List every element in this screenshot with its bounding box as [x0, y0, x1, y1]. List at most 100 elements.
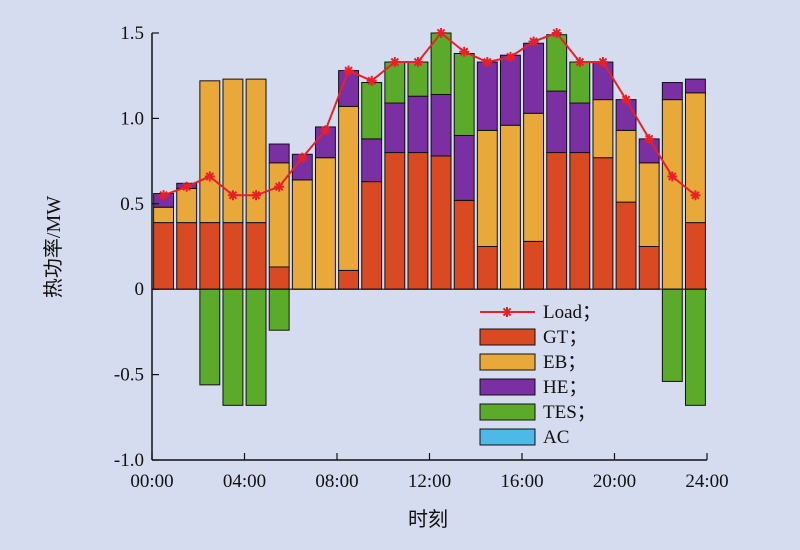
load-point-5-stroke	[274, 182, 284, 191]
bar-tes-9	[361, 82, 383, 140]
bar-he-15	[499, 54, 521, 126]
bar-gt-16	[523, 240, 545, 290]
legend: Load； GT； EB； HE； TES； AC	[479, 302, 601, 448]
load-point-17-stroke	[552, 28, 561, 38]
bar-tes-18	[569, 61, 591, 104]
bar-eb-8	[338, 105, 360, 271]
load-point-1-stroke	[182, 182, 191, 191]
load-point-3-stroke	[228, 191, 238, 200]
x-tick-label: 04:00	[223, 471, 266, 492]
tick-labels: 1.5 1.0 0.5 0 -0.5 -1.000:00 04:00 08:00 12:00 16…	[114, 23, 729, 492]
load-point-17	[551, 28, 562, 38]
legend-item-tes: TES；	[479, 402, 596, 423]
legend-item-he: HE；	[479, 377, 587, 398]
bar-tes-11	[407, 61, 429, 97]
bar-he-14	[476, 61, 498, 131]
bar-eb-6	[291, 179, 313, 290]
bar-he-13	[453, 134, 475, 201]
load-point-20-stroke	[621, 95, 631, 104]
bar-he-18	[569, 102, 591, 154]
load-point-22-stroke	[668, 172, 677, 181]
load-point-21	[644, 133, 655, 144]
bar-gt-19	[592, 157, 614, 290]
load-point-10-stroke	[390, 57, 400, 67]
bar-gt-3	[222, 222, 244, 290]
load-point-3	[227, 190, 238, 201]
bar-eb-1	[176, 187, 198, 224]
load-point-16	[528, 36, 539, 47]
legend-label-eb: EB；	[543, 352, 586, 373]
bar-he-12	[430, 93, 452, 157]
bars-layer	[153, 32, 706, 406]
bar-eb-4	[245, 78, 267, 224]
bar-eb-20	[615, 129, 637, 203]
bar-tes-4	[245, 288, 267, 406]
legend-label-tes: TES；	[543, 402, 596, 423]
legend-label-he: HE；	[543, 377, 587, 398]
load-point-4-stroke	[251, 191, 261, 200]
load-point-15	[505, 51, 516, 62]
bar-he-9	[361, 138, 383, 183]
x-tick-label: 00:00	[130, 471, 173, 492]
legend-label-gt: GT；	[543, 327, 587, 348]
bar-tes-23	[684, 288, 706, 406]
bar-gt-11	[407, 152, 429, 290]
x-tick-label: 20:00	[593, 471, 636, 492]
bar-eb-16	[523, 112, 545, 242]
bar-he-11	[407, 95, 429, 154]
load-point-23	[690, 190, 701, 201]
bar-gt-2	[199, 222, 221, 290]
bar-gt-23	[684, 222, 706, 290]
load-line-layer	[158, 28, 701, 201]
bar-gt-21	[638, 246, 660, 290]
load-point-15-stroke	[506, 52, 515, 62]
bar-gt-9	[361, 181, 383, 290]
x-tick-label: 12:00	[408, 471, 451, 492]
bar-tes-2	[199, 288, 221, 386]
x-tick-label: 08:00	[315, 471, 358, 492]
bar-eb-23	[684, 92, 706, 224]
bar-gt-5	[268, 266, 290, 290]
legend-item-gt: GT；	[479, 327, 587, 348]
legend-marker-load-stroke	[502, 307, 512, 317]
y-tick-label: 1.0	[120, 108, 144, 129]
load-point-1	[181, 181, 192, 192]
load-point-12	[436, 28, 447, 38]
load-point-0-stroke	[159, 191, 168, 200]
load-point-16-stroke	[529, 37, 538, 46]
bar-gt-13	[453, 199, 475, 290]
bar-gt-17	[546, 152, 568, 290]
bar-gt-8	[338, 269, 360, 290]
legend-marker-load	[502, 307, 512, 317]
load-point-12-stroke	[436, 28, 446, 38]
bar-eb-22	[661, 99, 683, 290]
bar-he-22	[661, 82, 683, 101]
load-point-11	[412, 57, 423, 68]
bar-gt-0	[153, 222, 175, 290]
load-point-18	[574, 57, 585, 68]
legend-item-ac: AC	[479, 427, 569, 448]
y-tick-label: -0.5	[114, 365, 144, 386]
bar-gt-1	[176, 222, 198, 290]
bar-gt-10	[384, 152, 406, 290]
load-point-4	[251, 190, 262, 201]
load-point-10	[389, 57, 400, 68]
load-point-2	[204, 171, 215, 182]
load-point-5	[274, 181, 285, 192]
load-point-8-stroke	[344, 66, 353, 75]
y-axis-title: 热功率/MW	[42, 196, 65, 298]
load-point-6-stroke	[298, 153, 307, 162]
legend-label-ac: AC	[543, 427, 569, 448]
load-point-19	[597, 57, 608, 68]
bar-eb-19	[592, 99, 614, 159]
load-point-7	[320, 125, 331, 136]
bar-he-10	[384, 102, 406, 154]
load-point-9	[366, 75, 377, 86]
legend-item-eb: EB；	[479, 352, 586, 373]
bar-gt-20	[615, 201, 637, 290]
bar-tes-3	[222, 288, 244, 406]
load-point-19-stroke	[598, 57, 608, 67]
load-point-23-stroke	[691, 191, 700, 200]
load-point-2-stroke	[205, 172, 215, 181]
bar-he-19	[592, 61, 614, 101]
